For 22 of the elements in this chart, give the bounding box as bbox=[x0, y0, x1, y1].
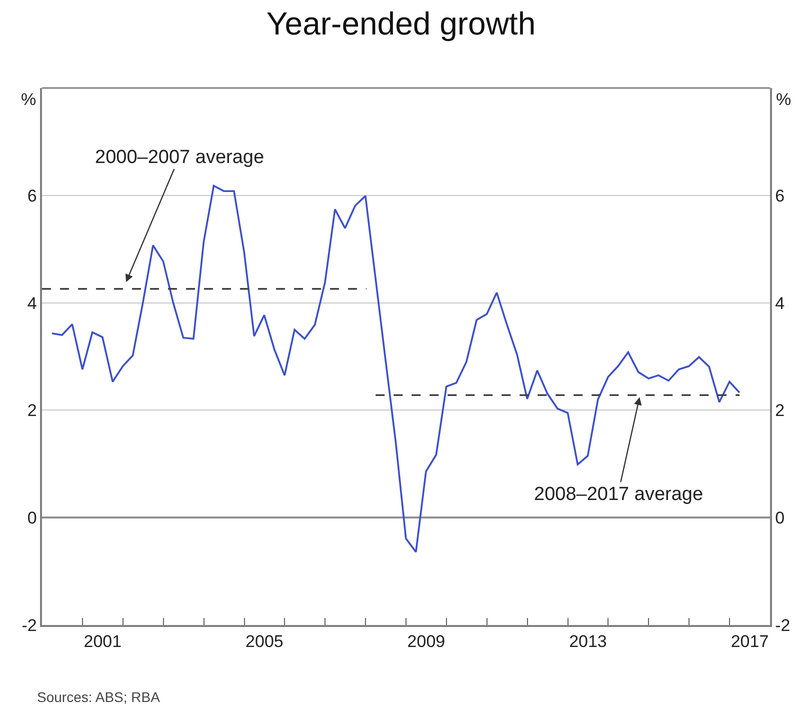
x-tick-label: 2009 bbox=[407, 632, 446, 652]
y-axis-title: % bbox=[21, 90, 36, 109]
y2-tick-label: 4 bbox=[775, 294, 785, 313]
y-tick-label: 4 bbox=[27, 294, 37, 313]
x-tick-label: 2005 bbox=[246, 632, 284, 652]
y-tick-label: 2 bbox=[27, 401, 37, 420]
y2-tick-label: 2 bbox=[775, 401, 785, 420]
y2-tick-label: 6 bbox=[775, 186, 785, 206]
x-tick-label: 2013 bbox=[569, 632, 607, 652]
y-tick-label: 6 bbox=[27, 186, 37, 206]
y2-tick-label: -2 bbox=[775, 616, 790, 635]
y-tick-label: 0 bbox=[27, 508, 37, 528]
y2-axis-title: % bbox=[776, 90, 792, 109]
y2-tick-label: 0 bbox=[775, 508, 785, 528]
x-tick-label: 2017 bbox=[730, 632, 769, 652]
chart-title: Year-ended growth bbox=[266, 5, 536, 42]
annotation: 2008–2017 average bbox=[534, 484, 704, 505]
line-series bbox=[51, 184, 740, 553]
x-tick-label: 2001 bbox=[84, 632, 122, 652]
source-note: Sources: ABS; RBA bbox=[37, 689, 161, 705]
annotation: 2000–2007 average bbox=[95, 147, 264, 168]
y-tick-label: -2 bbox=[22, 616, 37, 635]
